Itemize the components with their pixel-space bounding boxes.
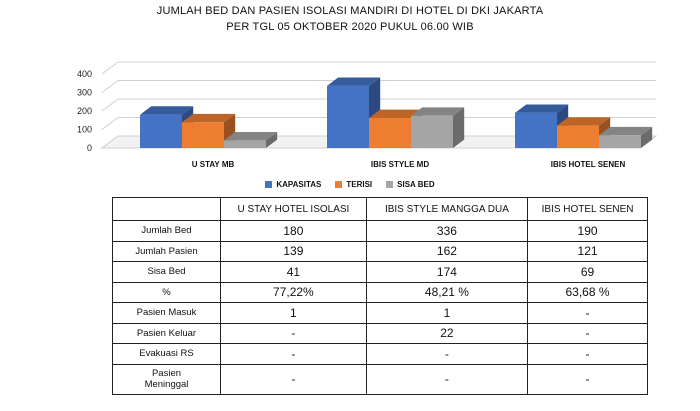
- y-tick-label: 300: [77, 88, 92, 98]
- legend-label: TERISI: [346, 180, 373, 189]
- bar-top: [140, 106, 194, 115]
- table-header-cell: IBIS STYLE MANGGA DUA: [365, 197, 529, 221]
- bar: [224, 132, 278, 148]
- y-tick-label: 0: [87, 143, 92, 153]
- table-header-cell: U STAY HOTEL ISOLASI: [220, 197, 367, 221]
- table-cell: -: [220, 343, 367, 365]
- row-label: Jumlah Pasien: [112, 240, 221, 262]
- x-category-label: U STAY MB: [192, 160, 235, 169]
- table-header-row: U STAY HOTEL ISOLASI IBIS STYLE MANGGA DU…: [112, 197, 648, 221]
- bar-front: [515, 112, 557, 148]
- bar-front: [140, 114, 182, 148]
- bar: [515, 104, 569, 148]
- chart-legend: KAPASITAS TERISI SISA BED: [0, 180, 700, 189]
- row-label: Sisa Bed: [112, 261, 221, 283]
- bar: [599, 126, 653, 148]
- legend-label: KAPASITAS: [276, 180, 322, 189]
- table-cell: 139: [220, 240, 367, 262]
- table-cell: -: [527, 363, 648, 395]
- table-cell: -: [527, 322, 648, 344]
- table-cell: -: [365, 343, 529, 365]
- table-cell: -: [365, 363, 529, 395]
- table-cell: -: [527, 343, 648, 365]
- row-label: Pasien Keluar: [112, 322, 221, 344]
- x-category-label: IBIS HOTEL SENEN: [551, 160, 626, 169]
- bar-top: [411, 107, 465, 116]
- legend-swatch: [386, 181, 394, 188]
- table-cell: 77,22%: [220, 281, 367, 303]
- chart-title: JUMLAH BED DAN PASIEN ISOLASI MANDIRI DI…: [156, 5, 544, 17]
- bar: [411, 107, 465, 148]
- bar-top: [515, 104, 569, 113]
- row-label: Evakuasi RS: [112, 343, 221, 365]
- table-header-cell: [112, 197, 221, 221]
- bar-front: [224, 140, 266, 148]
- table-row: Jumlah Pasien 139 162 121: [112, 240, 648, 262]
- row-label: %: [112, 281, 221, 303]
- bar-top: [182, 113, 236, 123]
- bar-side: [641, 126, 653, 148]
- table-row: Jumlah Bed 180 336 190: [112, 220, 648, 242]
- table-cell: 336: [365, 220, 529, 242]
- bar-top: [557, 117, 611, 126]
- gridline-depth: [101, 80, 119, 93]
- legend-swatch: [265, 181, 273, 188]
- bar-front: [369, 118, 411, 148]
- bar-top: [327, 77, 381, 86]
- bar-front: [411, 115, 453, 148]
- table-cell: 22: [365, 322, 529, 344]
- legend-item: SISA BED: [386, 180, 435, 189]
- y-tick-label: 100: [77, 125, 92, 135]
- bar: [327, 77, 381, 148]
- gridline-depth: [101, 61, 119, 75]
- y-tick-label: 400: [77, 69, 92, 79]
- legend-item: KAPASITAS: [265, 180, 321, 189]
- table-cell: 1: [365, 302, 529, 324]
- row-label: Jumlah Bed: [112, 220, 221, 242]
- data-table: U STAY HOTEL ISOLASI IBIS STYLE MANGGA DU…: [112, 197, 648, 395]
- legend-item: TERISI: [335, 180, 372, 189]
- table-cell: 174: [365, 261, 529, 283]
- table-cell: 69: [527, 261, 648, 283]
- table-row: Pasien Meninggal - - -: [112, 363, 648, 395]
- bar-side: [453, 107, 465, 148]
- table-cell: 180: [220, 220, 367, 242]
- table-cell: 41: [220, 261, 367, 283]
- table-cell: 48,21 %: [365, 281, 529, 303]
- table-row: Evakuasi RS - - -: [112, 343, 648, 365]
- table-cell: -: [527, 302, 648, 324]
- bar-front: [557, 125, 599, 148]
- legend-swatch: [335, 181, 343, 188]
- chart-subtitle: PER TGL 05 OKTOBER 2020 PUKUL 06.00 WIB: [226, 21, 474, 33]
- gridline-depth: [101, 98, 119, 112]
- table-row: % 77,22% 48,21 % 63,68 %: [112, 281, 648, 303]
- row-label: Pasien Meninggal: [112, 363, 221, 395]
- y-tick-label: 200: [77, 106, 92, 116]
- x-category-label: IBIS STYLE MD: [371, 160, 429, 169]
- bar-front: [182, 122, 224, 148]
- bar-front: [327, 85, 369, 148]
- row-label: Pasien Masuk: [112, 302, 221, 324]
- table-row: Sisa Bed 41 174 69: [112, 261, 648, 283]
- table-header-cell: IBIS HOTEL SENEN: [527, 197, 648, 221]
- gridline-depth: [101, 117, 119, 130]
- bar-top: [599, 126, 653, 136]
- table-cell: 1: [220, 302, 367, 324]
- table-cell: 162: [365, 240, 529, 262]
- table-cell: 63,68 %: [527, 281, 648, 303]
- bar-chart: 0 100 200 300 400 U STAY MB IBIS STYLE MD IBIS …: [77, 61, 658, 169]
- table-cell: 121: [527, 240, 648, 262]
- table-row: Pasien Masuk 1 1-: [112, 302, 648, 324]
- table-row: Pasien Keluar -22-: [112, 322, 648, 344]
- table-cell: -: [220, 322, 367, 344]
- table-cell: -: [220, 363, 367, 395]
- bar-top: [369, 109, 423, 119]
- bar-side: [266, 132, 278, 148]
- bar-top: [224, 132, 278, 141]
- table-cell: 190: [527, 220, 648, 242]
- legend-label: SISA BED: [397, 180, 435, 189]
- bar-front: [599, 135, 641, 148]
